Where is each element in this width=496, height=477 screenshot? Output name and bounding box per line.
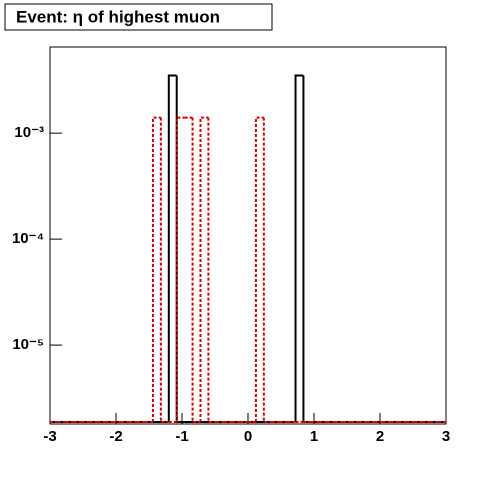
- plot-frame: [49, 46, 447, 425]
- x-tick-label: 2: [376, 428, 384, 445]
- histogram-bin: [262, 117, 272, 423]
- histogram-bin: [175, 75, 185, 423]
- x-tick-label: 3: [442, 428, 450, 445]
- chart-title: Event: η of highest muon: [16, 7, 220, 26]
- x-tick-label: 1: [310, 428, 318, 445]
- histogram-bin: [254, 116, 264, 422]
- y-tick-label: 10⁻⁵: [12, 336, 44, 353]
- x-tick-label: -3: [43, 428, 56, 445]
- histogram-bin: [159, 117, 169, 423]
- histogram-bin: [175, 116, 185, 422]
- histogram-bin: [199, 116, 209, 422]
- histogram-bin: [207, 117, 217, 423]
- x-tick-label: 0: [244, 428, 252, 445]
- histogram-bin: [191, 117, 201, 423]
- x-tick-label: -1: [175, 428, 188, 445]
- x-tick-label: -2: [109, 428, 122, 445]
- histogram-bin: [151, 116, 161, 422]
- histogram-bin: [294, 74, 304, 422]
- title-box: [4, 3, 273, 31]
- histogram-bin: [167, 74, 177, 422]
- y-tick-label: 10⁻⁴: [12, 230, 44, 247]
- histogram-bin: [302, 75, 312, 423]
- y-tick-label: 10⁻³: [14, 124, 44, 141]
